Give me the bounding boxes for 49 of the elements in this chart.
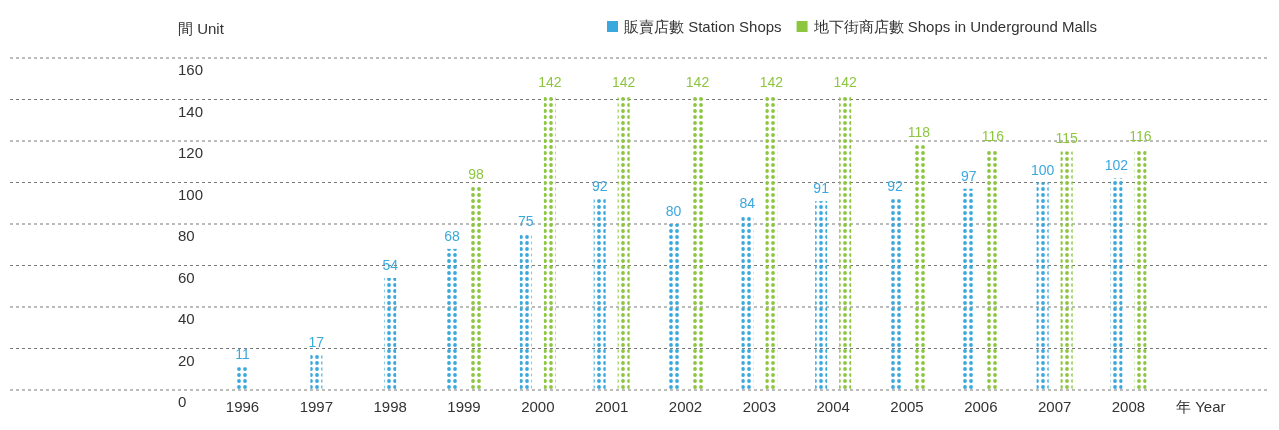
data-label: 98	[468, 165, 485, 182]
data-label: 97	[961, 167, 977, 184]
y-axis-title: 間 Unit	[178, 20, 225, 37]
data-label: 100	[1030, 161, 1055, 178]
x-tick-label: 1997	[299, 398, 334, 415]
x-tick-label: 2002	[668, 398, 703, 415]
y-tick-label: 0	[178, 393, 187, 410]
data-label: 80	[665, 203, 682, 219]
y-tick-label: 40	[178, 310, 195, 327]
y-tick-label: 20	[178, 351, 195, 369]
y-tick-label: 60	[178, 268, 195, 286]
data-label: 91	[813, 180, 830, 197]
data-label: 75	[518, 213, 534, 230]
x-tick-label: 2007	[1037, 398, 1072, 415]
y-tick-label: 80	[178, 227, 195, 244]
data-label: 84	[739, 194, 756, 211]
legend-label: 地下街商店數 Shops in Underground Malls	[812, 18, 1098, 35]
x-tick-label: 1996	[225, 398, 260, 415]
y-tick-label: 140	[178, 102, 204, 120]
data-label: 118	[907, 124, 931, 141]
data-label: 102	[1104, 157, 1129, 174]
x-tick-label: 2008	[1111, 398, 1146, 415]
data-label: 115	[1055, 130, 1079, 147]
data-label: 17	[308, 333, 325, 350]
data-label: 54	[382, 256, 399, 273]
data-label: 92	[591, 178, 608, 195]
data-label: 92	[887, 178, 903, 195]
data-label: 142	[611, 74, 636, 91]
data-label: 142	[538, 74, 562, 91]
x-tick-label: 2000	[521, 398, 555, 415]
data-label: 142	[833, 74, 858, 91]
x-axis-title: 年 Year	[1176, 398, 1226, 415]
y-tick-label: 160	[178, 61, 204, 78]
data-label: 142	[759, 74, 784, 91]
legend-label: 販賣店數 Station Shops	[624, 18, 782, 35]
data-label: 116	[1129, 128, 1152, 145]
x-tick-label: 2004	[816, 398, 850, 415]
x-tick-label: 2005	[890, 398, 924, 415]
x-tick-label: 1998	[373, 398, 407, 415]
x-tick-label: 2003	[742, 398, 777, 415]
x-tick-label: 1999	[447, 398, 481, 415]
data-label: 142	[685, 74, 710, 91]
data-label: 11	[235, 346, 250, 363]
data-label: 116	[981, 128, 1005, 145]
y-tick-label: 120	[178, 144, 204, 161]
x-tick-label: 2001	[594, 398, 629, 415]
x-tick-label: 2006	[964, 398, 998, 415]
data-label: 68	[444, 227, 461, 244]
y-tick-label: 100	[178, 185, 204, 203]
